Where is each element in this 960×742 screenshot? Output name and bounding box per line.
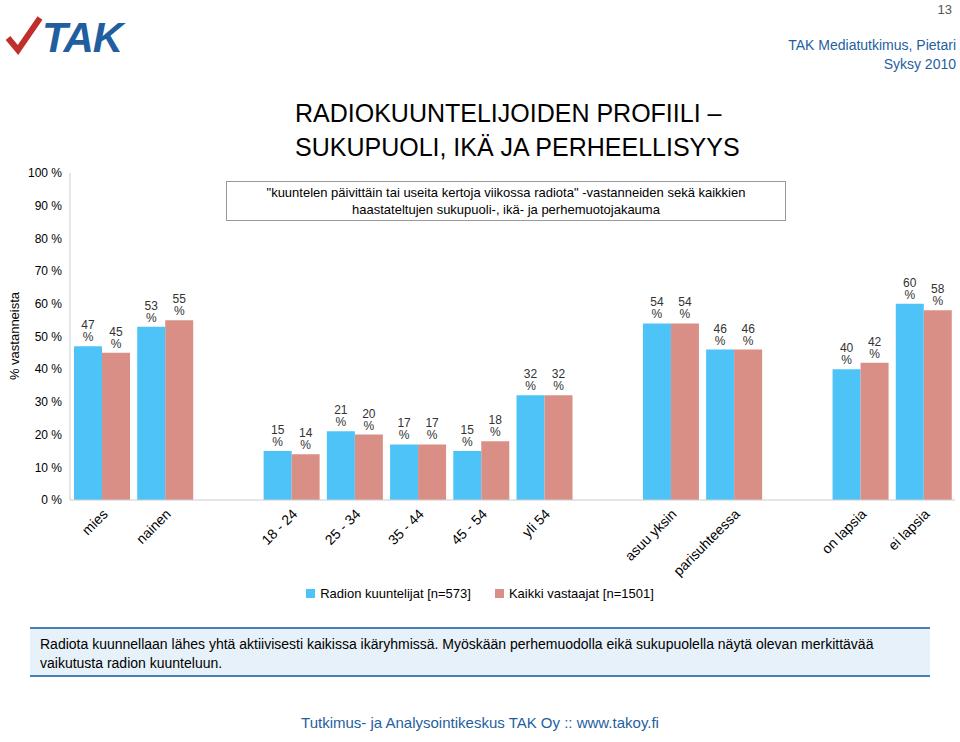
html-text:Tutkimus- ja Analysointikeskus: Tutkimus- ja Analysointikeskus TAK Oy ::… <box>301 714 659 731</box>
svg-text:45%: 45% <box>109 325 123 351</box>
html-text:Syksy 2010: Syksy 2010 <box>883 56 956 72</box>
svg-text:ei lapsia: ei lapsia <box>885 506 933 554</box>
svg-text:70 %: 70 % <box>35 264 63 278</box>
svg-text:46%: 46% <box>713 322 727 348</box>
svg-text:32%: 32% <box>552 367 566 393</box>
svg-text:10 %: 10 % <box>35 461 63 475</box>
svg-text:20%: 20% <box>362 407 376 433</box>
svg-text:90 %: 90 % <box>35 199 63 213</box>
html-text:13: 13 <box>937 2 952 17</box>
html-text:TAK Mediatutkimus, Pietari: TAK Mediatutkimus, Pietari <box>788 37 956 53</box>
svg-text:18 - 24: 18 - 24 <box>258 506 300 548</box>
svg-text:54%: 54% <box>650 295 664 321</box>
svg-text:20 %: 20 % <box>35 428 63 442</box>
html-text:Radiota kuunnellaan lähes yhtä: Radiota kuunnellaan lähes yhtä aktiivise… <box>40 636 874 671</box>
svg-text:60%: 60% <box>903 276 917 302</box>
svg-text:mies: mies <box>79 506 111 538</box>
svg-text:42%: 42% <box>868 335 882 361</box>
svg-text:15%: 15% <box>461 423 475 449</box>
svg-text:on lapsia: on lapsia <box>818 506 869 557</box>
svg-text:21%: 21% <box>334 403 348 429</box>
svg-text:17%: 17% <box>397 416 411 442</box>
svg-text:nainen: nainen <box>133 506 174 547</box>
svg-text:45 - 54: 45 - 54 <box>448 506 490 548</box>
svg-text:80 %: 80 % <box>35 232 63 246</box>
svg-text:yli 54: yli 54 <box>519 506 554 541</box>
svg-text:parisuhteessa: parisuhteessa <box>670 506 743 579</box>
html-text:% vastanneista: % vastanneista <box>6 291 22 381</box>
svg-text:asuu yksin: asuu yksin <box>622 506 680 564</box>
svg-text:30 %: 30 % <box>35 395 63 409</box>
svg-text:60 %: 60 % <box>35 297 63 311</box>
svg-text:15%: 15% <box>271 423 285 449</box>
svg-text:40%: 40% <box>840 341 854 367</box>
svg-text:14%: 14% <box>299 426 313 452</box>
svg-text:50 %: 50 % <box>35 330 63 344</box>
svg-text:54%: 54% <box>678 295 692 321</box>
html-text:Kaikki vastaajat [n=1501]: Kaikki vastaajat [n=1501] <box>508 586 654 601</box>
svg-text:0 %: 0 % <box>41 493 62 507</box>
svg-text:18%: 18% <box>489 413 503 439</box>
svg-text:25 - 34: 25 - 34 <box>321 506 363 548</box>
html-text:Radion kuuntelijat [n=573]: Radion kuuntelijat [n=573] <box>320 586 471 601</box>
html-text:SUKUPUOLI, IKÄ JA PERHEELLISYY: SUKUPUOLI, IKÄ JA PERHEELLISYYS <box>295 133 740 161</box>
svg-text:46%: 46% <box>741 322 755 348</box>
svg-text:53%: 53% <box>145 299 159 325</box>
svg-text:58%: 58% <box>931 282 945 308</box>
svg-text:32%: 32% <box>524 367 538 393</box>
svg-text:35 - 44: 35 - 44 <box>385 506 427 548</box>
svg-text:55%: 55% <box>173 292 187 318</box>
svg-text:47%: 47% <box>81 318 95 344</box>
html-text:TAK: TAK <box>42 14 123 61</box>
html-text:RADIOKUUNTELIJOIDEN PROFIILI –: RADIOKUUNTELIJOIDEN PROFIILI – <box>295 99 722 127</box>
html-text:"kuuntelen päivittäin tai usei: "kuuntelen päivittäin tai useita kertoja… <box>266 185 746 217</box>
svg-text:100 %: 100 % <box>28 166 62 180</box>
svg-text:17%: 17% <box>425 416 439 442</box>
svg-text:40 %: 40 % <box>35 362 63 376</box>
